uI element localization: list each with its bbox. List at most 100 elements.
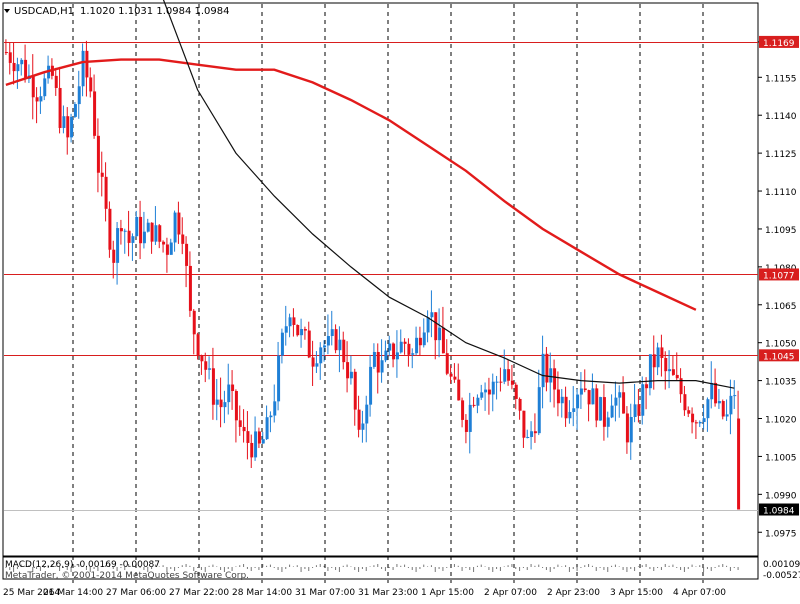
- time-tick-label: 2 Apr 23:00: [547, 588, 600, 598]
- candle: [357, 395, 361, 438]
- moving-averages: [5, 0, 735, 389]
- candle: [717, 388, 721, 409]
- candle: [135, 210, 139, 237]
- watermark: MetaTrader, © 2001-2014 MetaQuotes Softw…: [5, 571, 249, 581]
- candle: [303, 326, 307, 340]
- candle: [625, 406, 629, 454]
- candle: [522, 410, 526, 448]
- time-tick-label: 3 Apr 15:00: [610, 588, 663, 598]
- level-tag: [759, 268, 799, 281]
- candle: [725, 399, 729, 421]
- candle: [560, 388, 564, 418]
- price-tick-label: 1.1005: [765, 453, 797, 463]
- candle: [208, 356, 212, 380]
- candle: [545, 346, 549, 392]
- candle: [606, 411, 610, 438]
- candle: [687, 406, 691, 418]
- candle: [430, 290, 434, 338]
- candle: [12, 42, 16, 85]
- candle: [204, 352, 208, 383]
- time-grid: [72, 4, 704, 583]
- candle: [388, 335, 392, 357]
- candle: [384, 340, 388, 363]
- indicator-pane: 0.00109-0.00527: [5, 560, 800, 581]
- candle: [553, 359, 557, 408]
- candle: [162, 240, 166, 253]
- candle: [177, 201, 181, 244]
- candle: [265, 405, 269, 440]
- candle: [418, 326, 422, 356]
- candle: [472, 396, 476, 408]
- chart-header: USDCAD,H1 1.1020 1.1031 1.0984 1.0984: [4, 6, 230, 17]
- price-tick-label: 1.1050: [765, 340, 797, 350]
- price-tick-label: 1.1095: [765, 226, 797, 236]
- candle: [445, 339, 449, 376]
- candle: [257, 427, 261, 449]
- level-tag-label: 1.1077: [763, 271, 795, 281]
- candle: [434, 312, 438, 360]
- dropdown-triangle-icon[interactable]: [4, 9, 10, 13]
- candle: [323, 340, 327, 362]
- candle: [277, 341, 281, 411]
- level-tag-label: 1.1045: [763, 352, 795, 362]
- candle: [729, 379, 733, 435]
- candle: [158, 224, 162, 249]
- candle: [587, 389, 591, 422]
- candle: [35, 87, 39, 124]
- level-tag-label: 1.1169: [763, 39, 795, 49]
- candle: [319, 342, 323, 380]
- candle: [307, 321, 311, 359]
- candle: [288, 313, 292, 338]
- price-tick-label: 1.0975: [765, 529, 797, 539]
- candle: [564, 386, 568, 427]
- candle: [438, 308, 442, 358]
- candle: [376, 343, 380, 394]
- candle: [142, 211, 146, 249]
- candle: [223, 390, 227, 424]
- time-tick-label: 31 Mar 07:00: [295, 588, 355, 598]
- candle: [499, 367, 503, 392]
- candle: [185, 236, 189, 288]
- candle: [58, 66, 62, 134]
- candle: [334, 324, 338, 354]
- candle: [200, 354, 204, 375]
- candle: [238, 405, 242, 436]
- candle: [353, 368, 357, 426]
- candle: [62, 105, 66, 134]
- candle: [648, 354, 652, 396]
- candle: [507, 359, 511, 386]
- candle: [119, 219, 123, 245]
- candle: [380, 339, 384, 383]
- candle: [273, 384, 277, 423]
- current-price-tag: [759, 503, 799, 516]
- candle: [154, 206, 158, 245]
- price-pane-frame: [2, 2, 759, 557]
- candle: [698, 420, 702, 428]
- price-tick-label: 1.1035: [765, 378, 797, 388]
- candle: [403, 338, 407, 355]
- candle: [576, 389, 580, 430]
- candle: [4, 39, 8, 55]
- candle: [349, 355, 353, 385]
- candle: [733, 380, 737, 409]
- candle: [495, 375, 499, 400]
- candle: [694, 419, 698, 440]
- candle: [721, 399, 725, 420]
- candle: [219, 377, 223, 428]
- candle: [100, 151, 104, 197]
- candle: [537, 369, 541, 436]
- candle: [441, 306, 445, 354]
- candle: [714, 368, 718, 407]
- time-tick-label: 31 Mar 23:00: [358, 588, 418, 598]
- candle: [192, 309, 196, 355]
- candle: [311, 340, 315, 386]
- candle: [196, 332, 200, 360]
- candle: [123, 228, 127, 254]
- price-axis: 1.1169 1.1155 1.1140 1.1125 1.1110 1.1095 1.10…: [758, 35, 799, 539]
- time-tick-label: 26 Mar 14:00: [43, 588, 103, 598]
- candle: [468, 392, 472, 454]
- candle: [572, 386, 576, 427]
